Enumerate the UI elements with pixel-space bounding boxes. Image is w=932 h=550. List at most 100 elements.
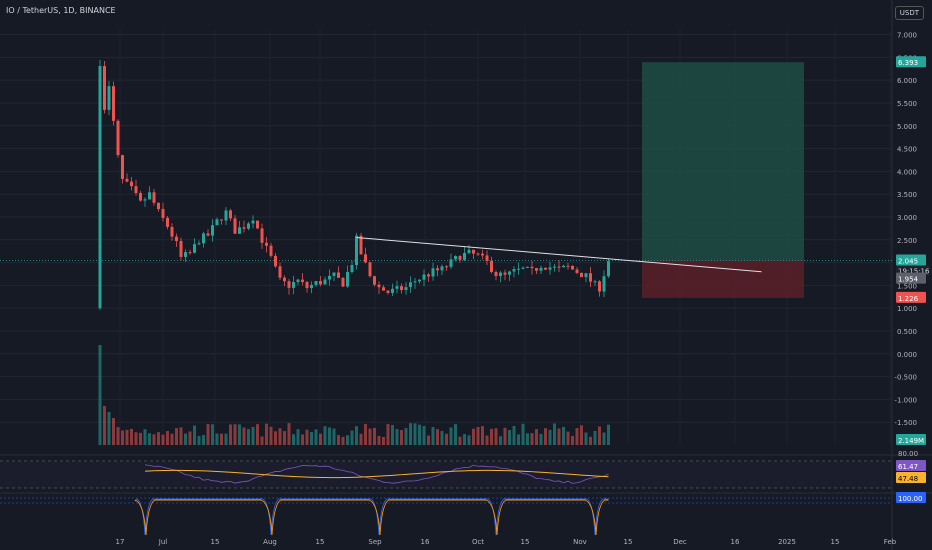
price-tick: 3.000 (897, 214, 917, 222)
volume-bars (98, 345, 610, 445)
candle-body (139, 193, 142, 201)
volume-bar (530, 433, 534, 445)
candle-body (472, 249, 475, 254)
candle-body (571, 265, 574, 270)
candle-body (476, 253, 480, 255)
candle-body (404, 287, 408, 291)
volume-bar (229, 424, 232, 445)
time-tick: Aug (263, 538, 277, 546)
candle-body (310, 284, 313, 289)
time-tick: Oct (472, 538, 484, 546)
volume-bar (346, 435, 349, 445)
candle-body (274, 255, 277, 267)
price-tick: 1.000 (897, 305, 917, 313)
candle-body (454, 256, 457, 260)
candle-body (436, 268, 439, 271)
candle-body (508, 271, 511, 275)
position-zones[interactable] (0, 62, 892, 298)
volume-bar (283, 431, 286, 445)
candle-body (530, 266, 534, 269)
candle-body (499, 272, 502, 277)
price-tags: 6.393 2.045 19:15:161.954 1.226 2.149M 80.00 6… (896, 56, 930, 503)
candlestick-series[interactable] (98, 59, 611, 311)
trendline-segment (356, 237, 762, 273)
volume-bar (494, 428, 498, 445)
candle-body (175, 236, 178, 242)
price-tick: 7.000 (897, 32, 917, 40)
volume-bar (463, 434, 466, 445)
osc-line (135, 498, 609, 536)
volume-bar (278, 428, 282, 445)
volume-bar (260, 436, 264, 445)
candle-body (544, 267, 547, 270)
volume-bar (125, 429, 129, 445)
candle-body (233, 218, 237, 234)
volume-bar (391, 425, 394, 445)
volume-bar (301, 434, 304, 445)
currency-button[interactable]: USDT (894, 6, 924, 20)
stop-price-tag-bg (896, 291, 926, 303)
volume-bar (557, 428, 561, 445)
candle-body (121, 155, 124, 179)
price-axis[interactable]: 7.0006.5006.0005.5005.0004.5004.0003.500… (894, 32, 917, 428)
rsi-value-tag: 61.47 (898, 463, 918, 471)
candle-body (575, 269, 579, 273)
volume-bar (328, 427, 331, 445)
volume-bar (296, 429, 300, 445)
candle-body (467, 249, 471, 254)
volume-bar (364, 424, 367, 445)
candle-body (449, 259, 453, 267)
candle-body (413, 281, 417, 283)
volume-bar (436, 429, 439, 445)
candle-body (188, 252, 192, 254)
candle-body (265, 242, 268, 246)
candle-body (373, 276, 376, 285)
volume-bar (409, 423, 412, 445)
volume-bar (575, 428, 579, 445)
volume-bar (224, 433, 228, 445)
oscillator-value-tag: 100.00 (898, 495, 923, 503)
candle-body (125, 178, 129, 182)
candle-body (323, 279, 327, 285)
price-tick: -0.500 (894, 374, 917, 382)
volume-bar (382, 436, 385, 445)
price-tick: 3.500 (897, 191, 917, 199)
rsi-pane (0, 454, 932, 489)
candle-body (211, 225, 214, 236)
volume-bar (103, 406, 106, 445)
volume-bar (485, 435, 489, 445)
trendline[interactable] (356, 237, 762, 273)
price-tick: 4.000 (897, 168, 917, 176)
target-zone (642, 62, 804, 261)
osc-signal-line (134, 499, 609, 536)
volume-bar (184, 433, 187, 445)
time-axis[interactable]: 17 Jul 15 Aug 15 Sep 16 Oct 15 Nov 15 Dec 16 2025 15 Fe… (116, 538, 897, 546)
volume-bar (521, 423, 525, 445)
volume-bar (116, 427, 120, 445)
volume-bar (247, 429, 250, 445)
volume-bar (512, 425, 516, 445)
candle-body (535, 268, 538, 271)
countdown-tag: 19:15:16 (898, 268, 930, 276)
volume-bar (256, 424, 259, 445)
candle-body (503, 272, 507, 275)
candle-body (170, 226, 174, 237)
volume-bar (454, 424, 457, 445)
time-tick: Jul (158, 538, 168, 546)
volume-bar (238, 424, 241, 445)
candle-body (161, 209, 165, 218)
volume-bar (535, 429, 538, 445)
volume-bar (593, 431, 597, 445)
stop-zone (642, 260, 804, 298)
volume-bar (211, 424, 214, 445)
candle-body (584, 273, 588, 278)
current-price-tag: 2.045 (898, 258, 918, 266)
time-tick: Sep (368, 538, 382, 546)
candle-body (445, 266, 448, 268)
candle-body (364, 254, 367, 263)
candle-body (197, 243, 201, 245)
symbol-title[interactable]: IO / TetherUS, 1D, BINANCE (6, 6, 116, 15)
candle-body (427, 274, 430, 277)
time-tick: Nov (573, 538, 587, 546)
